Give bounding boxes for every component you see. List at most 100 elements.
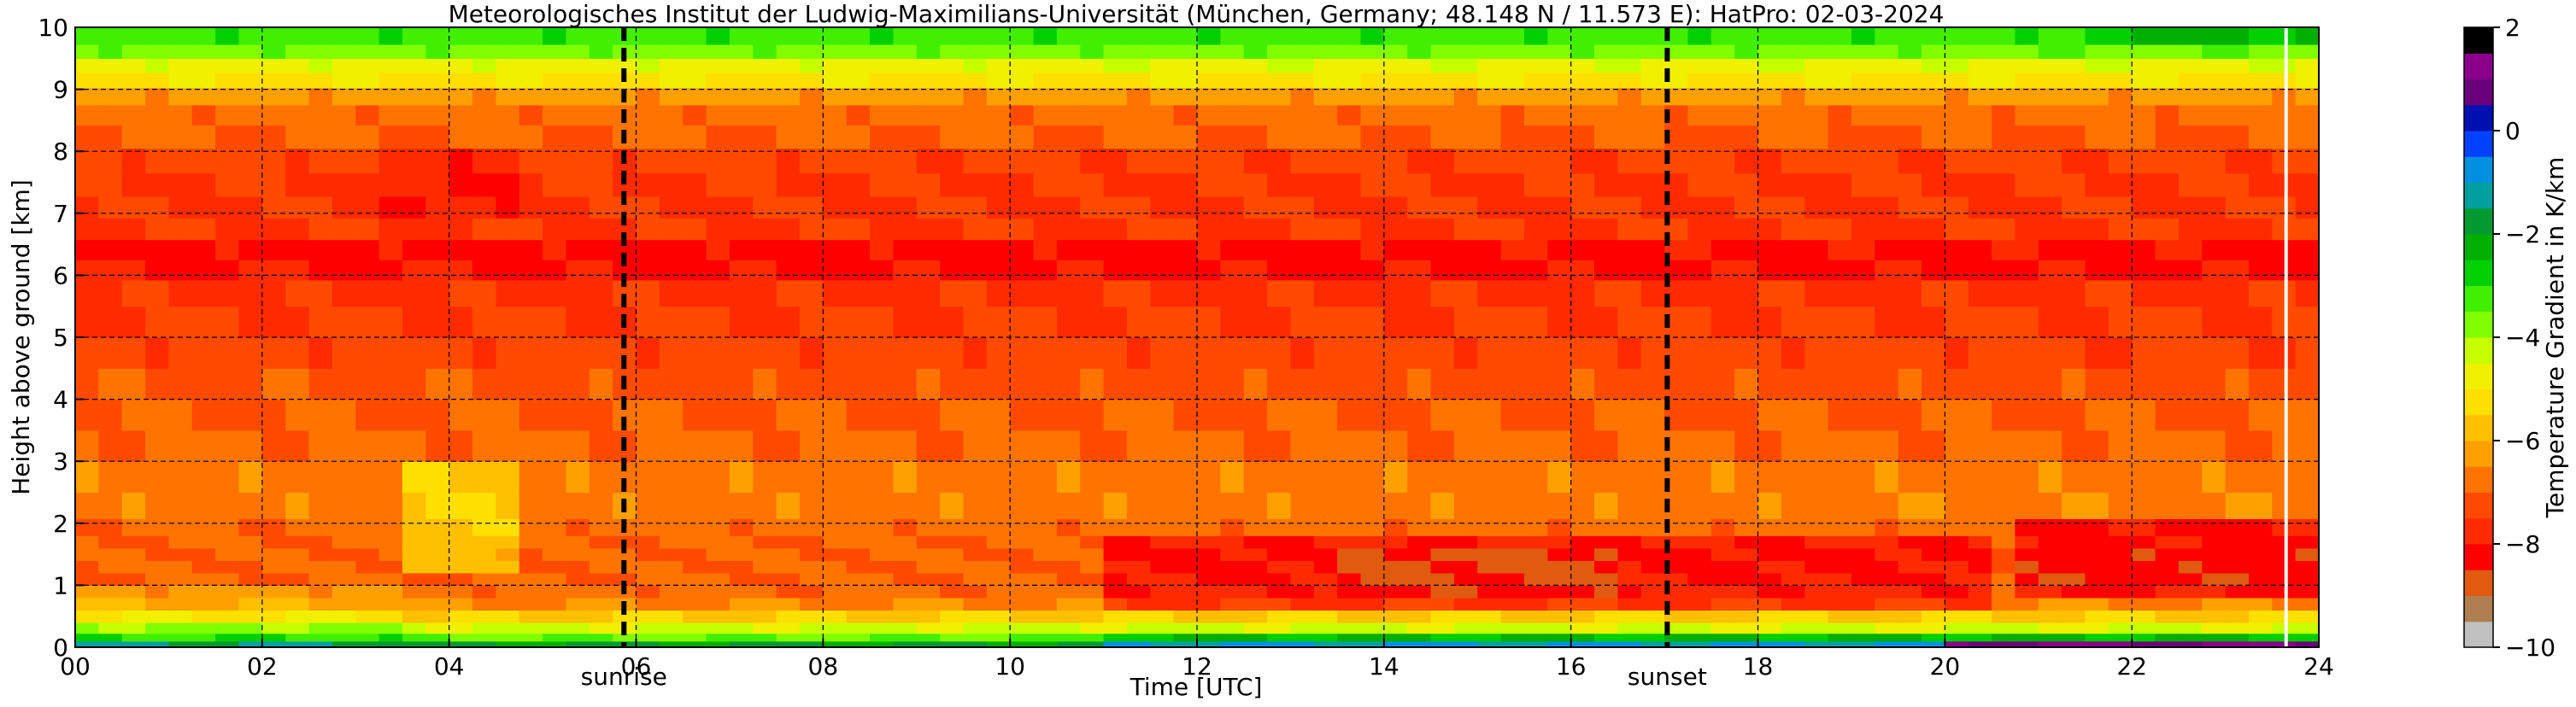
heatmap-cell <box>2225 399 2250 431</box>
heatmap-cell <box>986 622 1011 634</box>
heatmap-cell <box>285 239 310 260</box>
heatmap-cell <box>1080 572 1105 586</box>
heatmap-cell <box>215 125 240 149</box>
heatmap-cell <box>963 260 988 281</box>
heatmap-cell <box>1804 125 1829 149</box>
heatmap-cell <box>1875 27 1899 45</box>
heatmap-cell <box>1453 104 1478 126</box>
heatmap-cell <box>823 58 848 73</box>
heatmap-cell <box>1103 633 1128 642</box>
heatmap-cell <box>1150 279 1175 307</box>
heatmap-cell <box>589 87 613 106</box>
heatmap-cell <box>2272 572 2297 586</box>
heatmap-cell <box>472 44 496 59</box>
heatmap-cell <box>1313 622 1338 634</box>
heatmap-cell <box>496 399 520 431</box>
heatmap-cell <box>238 72 263 89</box>
heatmap-cell <box>2015 560 2039 574</box>
heatmap-cell <box>799 368 824 400</box>
heatmap-cell <box>2295 368 2320 400</box>
heatmap-cell <box>1337 560 1362 574</box>
heatmap-cell <box>589 547 613 561</box>
heatmap-cell <box>1313 27 1338 45</box>
heatmap-cell <box>2178 58 2203 73</box>
heatmap-cell <box>215 58 240 73</box>
heatmap-cell <box>425 492 450 519</box>
heatmap-cell <box>683 172 707 197</box>
heatmap-cell <box>1243 337 1268 369</box>
heatmap-cell <box>1290 239 1315 260</box>
heatmap-cell <box>2248 622 2273 634</box>
heatmap-cell <box>1243 306 1268 338</box>
heatmap-cell <box>1898 572 1922 586</box>
heatmap-cell <box>1875 560 1899 574</box>
heatmap-cell <box>1687 560 1712 574</box>
heatmap-cell <box>1687 399 1712 431</box>
heatmap-cell <box>191 610 216 623</box>
heatmap-cell <box>1383 260 1408 281</box>
heatmap-cell <box>378 622 403 634</box>
heatmap-cell <box>706 640 731 648</box>
heatmap-cell <box>1851 572 1875 586</box>
heatmap-cell <box>1617 44 1642 59</box>
heatmap-cell <box>683 492 707 519</box>
heatmap-cell <box>2178 337 2203 369</box>
heatmap-cell <box>98 585 123 599</box>
heatmap-cell <box>1267 58 1292 73</box>
heatmap-cell <box>870 492 894 519</box>
heatmap-cell <box>1804 597 1829 611</box>
heatmap-cell <box>1173 44 1198 59</box>
heatmap-cell <box>2178 87 2203 106</box>
heatmap-cell <box>2295 87 2320 106</box>
heatmap-cell <box>1804 196 1829 219</box>
heatmap-cell <box>496 547 520 561</box>
heatmap-cell <box>472 585 496 599</box>
heatmap-cell <box>940 58 965 73</box>
heatmap-cell <box>2202 518 2227 536</box>
heatmap-cell <box>378 633 403 642</box>
heatmap-cell <box>2272 27 2297 45</box>
heatmap-cell <box>1734 125 1759 149</box>
heatmap-cell <box>261 306 286 338</box>
heatmap-cell <box>1313 368 1338 400</box>
heatmap-cell <box>121 196 146 219</box>
heatmap-cell <box>1968 547 1992 561</box>
heatmap-cell <box>566 148 590 174</box>
heatmap-cell <box>659 429 684 462</box>
heatmap-cell <box>519 547 543 561</box>
colorbar-segment <box>2464 492 2493 519</box>
heatmap-cell <box>1197 461 1221 494</box>
heatmap-cell <box>1267 218 1292 241</box>
heatmap-cell <box>2132 368 2156 400</box>
heatmap-cell <box>496 260 520 281</box>
heatmap-cell <box>1828 279 1852 307</box>
heatmap-cell <box>425 633 450 642</box>
heatmap-cell <box>238 58 263 73</box>
heatmap-cell <box>1710 306 1735 338</box>
heatmap-cell <box>1617 279 1642 307</box>
heatmap-cell <box>1968 87 1992 106</box>
heatmap-cell <box>916 368 941 400</box>
heatmap-cell <box>543 87 567 106</box>
heatmap-cell <box>1804 429 1829 462</box>
heatmap-cell <box>2132 585 2156 599</box>
heatmap-cell <box>2202 27 2227 45</box>
heatmap-cell <box>1523 196 1548 219</box>
heatmap-cell <box>2272 72 2297 89</box>
heatmap-cell <box>776 492 801 519</box>
heatmap-cell <box>963 610 988 623</box>
heatmap-cell <box>1430 399 1455 431</box>
heatmap-cell <box>1992 547 2016 561</box>
heatmap-cell <box>1080 87 1105 106</box>
heatmap-cell <box>659 27 684 45</box>
heatmap-cell <box>332 104 356 126</box>
heatmap-cell <box>1430 461 1455 494</box>
colorbar-segment <box>2464 182 2493 209</box>
heatmap-cell <box>1547 461 1572 494</box>
heatmap-cell <box>636 172 660 197</box>
heatmap-cell <box>98 461 123 494</box>
heatmap-cell <box>986 492 1011 519</box>
heatmap-cell <box>2225 148 2250 174</box>
heatmap-cell <box>916 125 941 149</box>
heatmap-cell <box>986 260 1011 281</box>
